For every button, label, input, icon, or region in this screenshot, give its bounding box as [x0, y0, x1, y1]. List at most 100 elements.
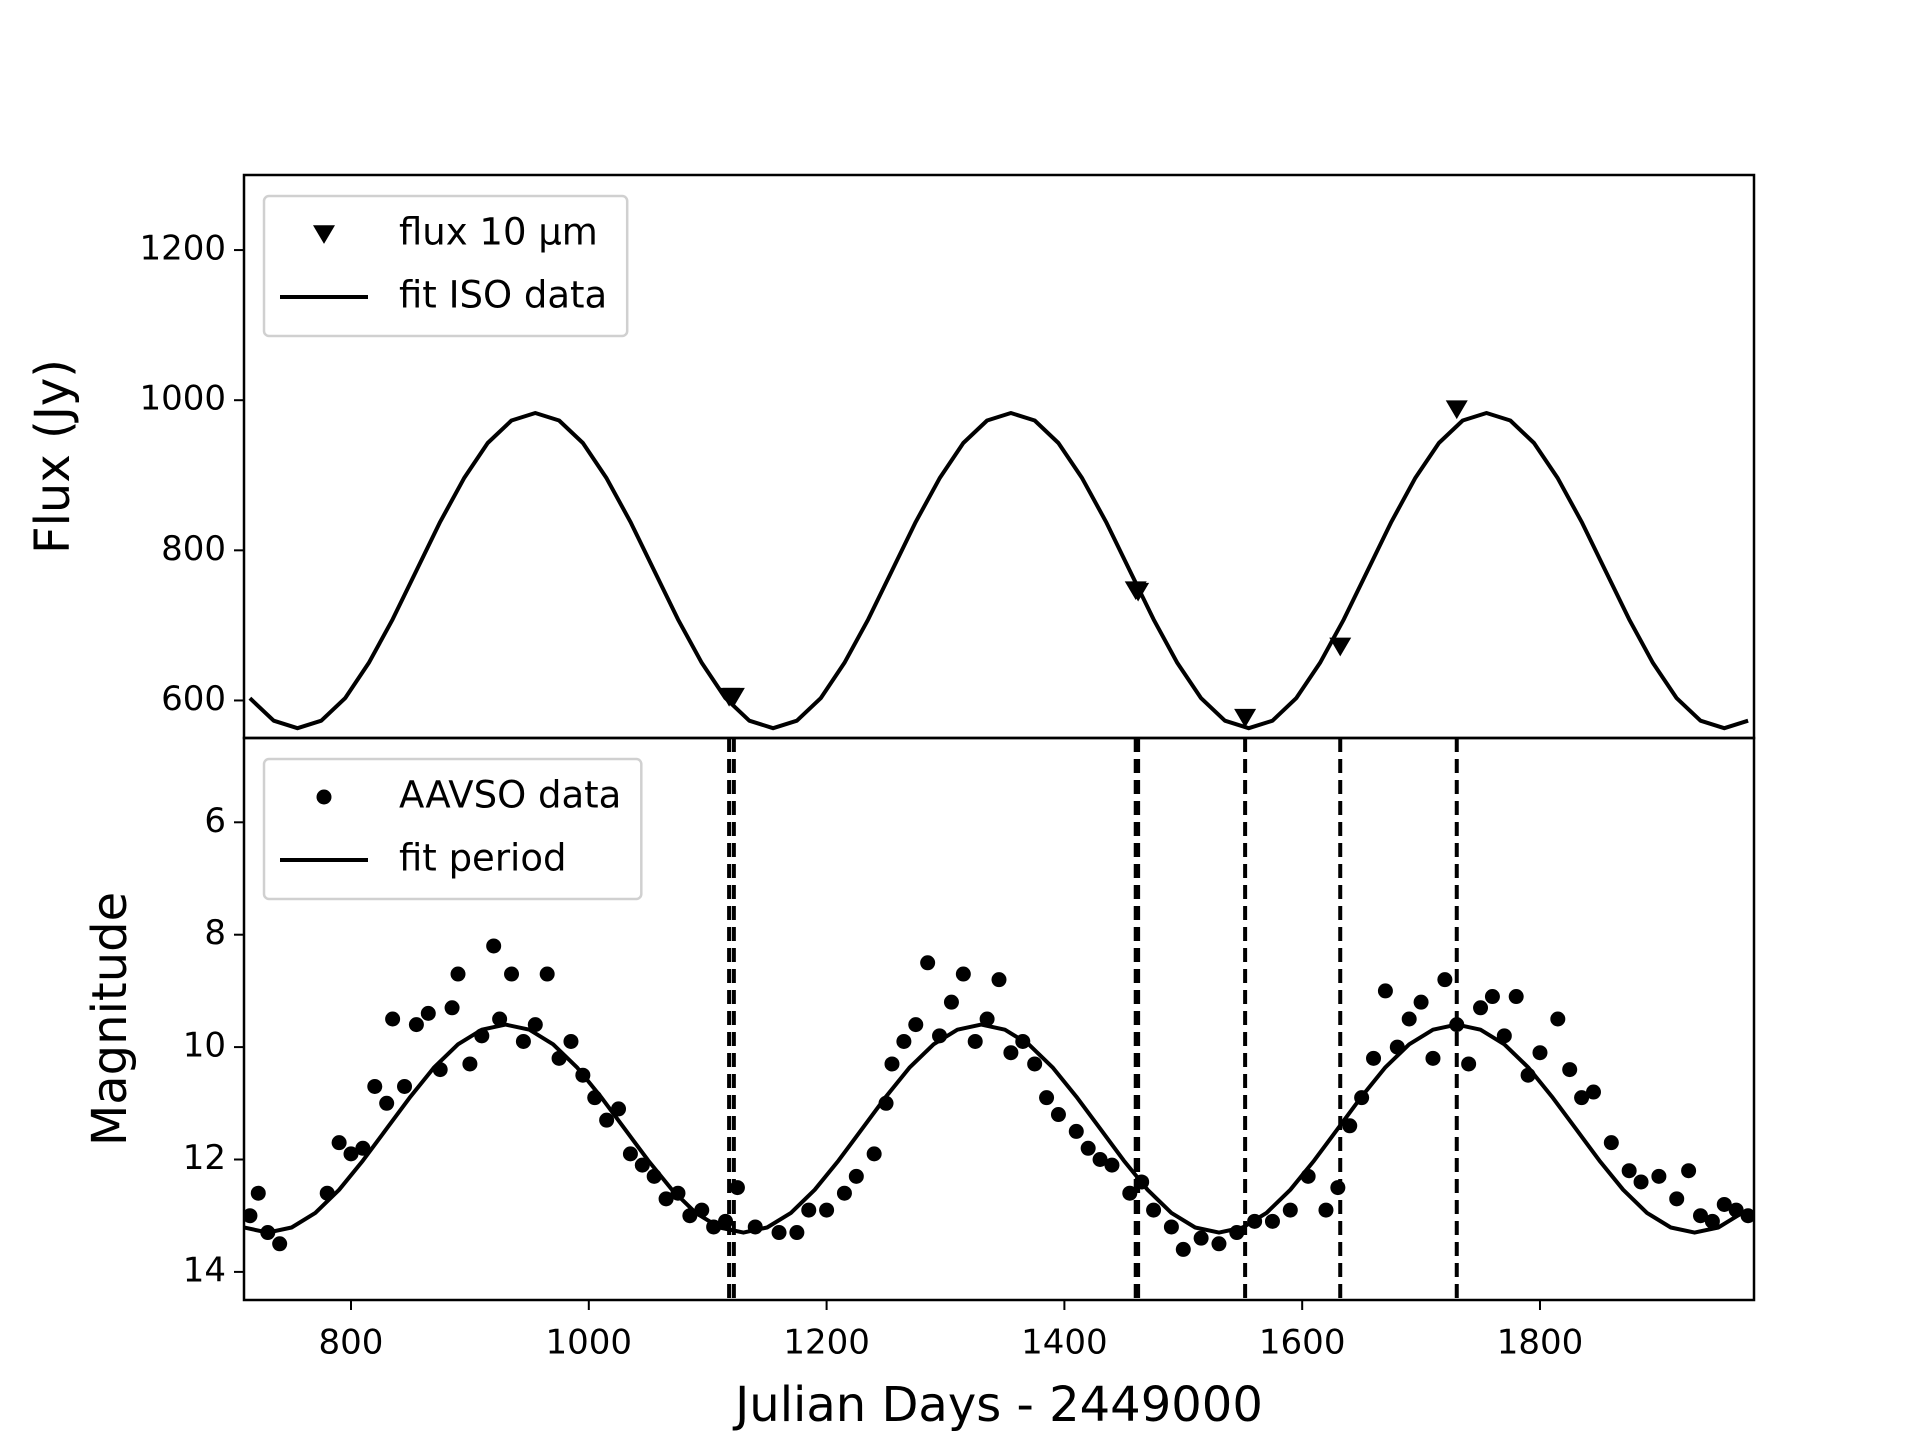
- plot-area: [248, 400, 1749, 731]
- dot-marker: [884, 1056, 900, 1072]
- dot-marker: [1175, 1241, 1191, 1257]
- dot-marker: [527, 1017, 543, 1033]
- fit-line: [244, 1022, 1744, 1235]
- y-tick-label: 1200: [139, 229, 226, 269]
- dot-marker: [1146, 1202, 1162, 1218]
- triangle-marker: [1234, 708, 1257, 728]
- dot-marker: [718, 1213, 734, 1229]
- y-tick-label: 600: [161, 679, 226, 719]
- dot-marker: [1704, 1213, 1720, 1229]
- dot-marker: [836, 1185, 852, 1201]
- dot-marker: [1342, 1118, 1358, 1134]
- y-tick-label: 12: [183, 1138, 226, 1178]
- dot-marker: [1401, 1011, 1417, 1027]
- dot-marker: [250, 1185, 266, 1201]
- dot-marker: [408, 1017, 424, 1033]
- dot-marker: [379, 1095, 395, 1111]
- triangle-marker: [1445, 400, 1468, 420]
- legend-box: [262, 194, 629, 338]
- dot-marker: [563, 1033, 579, 1049]
- dot-marker: [1574, 1090, 1590, 1106]
- x-tick-label: 800: [319, 1323, 384, 1363]
- x-tick-label: 1200: [783, 1323, 870, 1363]
- dot-marker: [1068, 1123, 1084, 1139]
- dot-marker: [1740, 1208, 1754, 1224]
- dot-marker: [492, 1011, 508, 1027]
- dot-marker: [634, 1157, 650, 1173]
- dot-marker: [444, 1000, 460, 1016]
- dot-marker: [866, 1146, 882, 1162]
- y-tick-label: 1000: [139, 379, 226, 419]
- dot-marker: [1692, 1208, 1708, 1224]
- dot-marker: [1473, 1000, 1489, 1016]
- x-axis-label: Julian Days - 2449000: [732, 1377, 1263, 1433]
- dot-marker: [1550, 1011, 1566, 1027]
- dot-marker: [1080, 1140, 1096, 1156]
- dot-marker: [1562, 1062, 1578, 1078]
- dot-marker: [955, 966, 971, 982]
- x-tick-label: 1800: [1497, 1323, 1584, 1363]
- dot-marker: [1027, 1056, 1043, 1072]
- dot-marker: [1193, 1230, 1209, 1246]
- dot-marker: [1681, 1163, 1697, 1179]
- dot-marker: [1039, 1090, 1055, 1106]
- dot-marker: [1104, 1157, 1120, 1173]
- legend-label: fit period: [399, 837, 566, 880]
- dot-marker: [1585, 1084, 1601, 1100]
- dot-marker: [789, 1225, 805, 1241]
- fit-line: [248, 411, 1749, 731]
- y-tick-label: 14: [183, 1250, 226, 1290]
- dot-marker: [848, 1168, 864, 1184]
- dot-marker: [1282, 1202, 1298, 1218]
- dot-marker: [1318, 1202, 1334, 1218]
- triangle-marker: [313, 225, 335, 244]
- y-axis-label: Magnitude: [82, 892, 138, 1146]
- dot-marker: [1633, 1174, 1649, 1190]
- y-tick-label: 10: [183, 1026, 226, 1066]
- dot-marker: [979, 1011, 995, 1027]
- dot-marker: [967, 1033, 983, 1049]
- dot-marker: [1425, 1050, 1441, 1066]
- dot-marker: [1092, 1152, 1108, 1167]
- axes-frame: [242, 736, 1756, 1302]
- y-tick-label: 8: [204, 913, 226, 953]
- legend-box: [262, 757, 643, 901]
- x-tick-label: 1000: [546, 1323, 633, 1363]
- dot-marker: [991, 972, 1007, 988]
- dot-marker: [1437, 972, 1453, 988]
- dot-marker: [1461, 1056, 1477, 1072]
- dot-marker: [1532, 1045, 1548, 1061]
- legend-label: flux 10 μm: [399, 211, 598, 254]
- dot-marker: [658, 1191, 674, 1207]
- dot-marker: [801, 1202, 817, 1218]
- dot-marker: [1651, 1168, 1667, 1184]
- plot-area: [244, 738, 1754, 1300]
- dot-marker: [1163, 1219, 1179, 1235]
- dot-marker: [343, 1146, 359, 1162]
- dot-marker: [355, 1140, 371, 1156]
- dot-marker: [908, 1017, 924, 1033]
- dot-marker: [1508, 989, 1524, 1005]
- dot-marker: [1122, 1185, 1138, 1201]
- dot-marker: [367, 1078, 383, 1094]
- dot-marker: [331, 1135, 347, 1151]
- dot-marker: [450, 966, 466, 982]
- dot-marker: [771, 1225, 787, 1241]
- dot-marker: [1621, 1163, 1637, 1179]
- dot-marker: [1211, 1236, 1227, 1252]
- dot-marker: [397, 1078, 413, 1094]
- triangle-marker: [722, 687, 745, 707]
- dot-marker: [1496, 1028, 1512, 1044]
- dot-marker: [1716, 1196, 1732, 1212]
- triangle-marker: [1329, 637, 1352, 657]
- dot-marker: [599, 1112, 615, 1128]
- dot-marker: [486, 938, 502, 954]
- dot-marker: [1003, 1045, 1019, 1061]
- dot-marker: [819, 1202, 835, 1218]
- dot-marker: [1264, 1213, 1280, 1229]
- dot-marker: [244, 1208, 258, 1224]
- dot-marker: [385, 1011, 401, 1027]
- dot-marker: [272, 1236, 288, 1252]
- dot-marker: [539, 966, 555, 982]
- dot-marker: [1484, 989, 1500, 1005]
